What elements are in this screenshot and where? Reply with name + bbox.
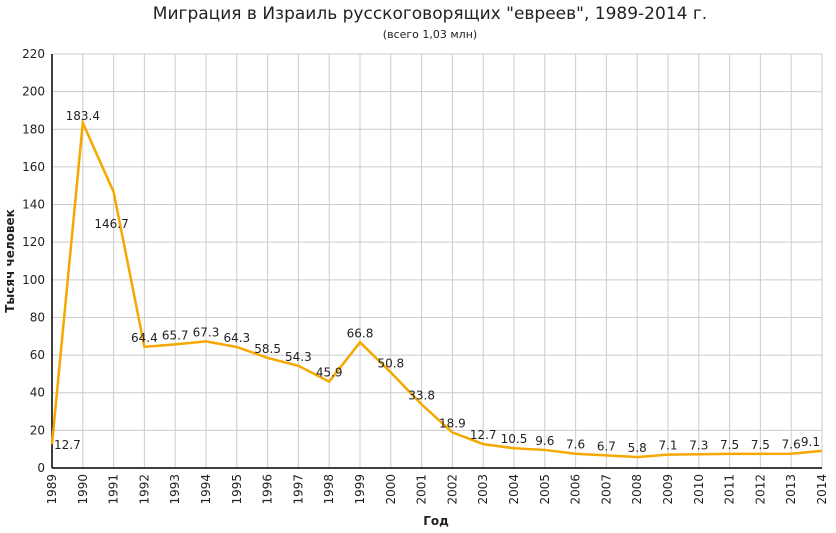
- data-label: 7.3: [689, 438, 708, 452]
- x-tick-label: 2006: [569, 474, 583, 505]
- data-label: 7.5: [720, 438, 739, 452]
- data-label: 66.8: [347, 326, 374, 340]
- y-tick-label: 0: [37, 461, 45, 475]
- data-label: 54.3: [285, 350, 312, 364]
- data-label: 7.1: [658, 439, 677, 453]
- x-tick-label: 1990: [76, 474, 90, 505]
- data-label: 7.6: [566, 438, 585, 452]
- data-label: 64.4: [131, 331, 158, 345]
- data-label: 33.8: [408, 388, 435, 402]
- x-tick-label: 1992: [137, 474, 151, 505]
- series-line: [50, 118, 823, 459]
- y-tick-label: 180: [22, 122, 45, 136]
- y-tick-label: 20: [30, 423, 45, 437]
- y-tick-label: 60: [30, 348, 45, 362]
- x-tick-label: 2014: [815, 474, 829, 505]
- data-label: 64.3: [223, 331, 250, 345]
- x-tick-label: 1997: [291, 474, 305, 505]
- x-tick-label: 1991: [107, 474, 121, 505]
- x-tick-label: 2009: [661, 474, 675, 505]
- y-tick-label: 200: [22, 85, 45, 99]
- data-label: 18.9: [439, 416, 466, 430]
- x-tick-label: 2001: [415, 474, 429, 505]
- chart-title: Миграция в Израиль русскоговорящих "евре…: [153, 4, 707, 24]
- x-tick-label: 2007: [599, 474, 613, 505]
- y-axis-label: Тысяч человек: [3, 209, 17, 313]
- x-tick-label: 1999: [353, 474, 367, 505]
- x-tick-label: 2000: [384, 474, 398, 505]
- x-axis-label: Год: [423, 514, 449, 528]
- x-tick-label: 2013: [784, 474, 798, 505]
- data-label: 10.5: [501, 432, 528, 446]
- data-label: 50.8: [377, 356, 404, 370]
- x-tick-label: 2008: [630, 474, 644, 505]
- x-tick-label: 1996: [261, 474, 275, 505]
- data-label: 67.3: [193, 325, 220, 339]
- data-label: 6.7: [597, 439, 616, 453]
- data-label: 9.6: [535, 434, 554, 448]
- chart-subtitle: (всего 1,03 млн): [383, 28, 477, 41]
- x-tick-label: 2012: [753, 474, 767, 505]
- x-tick-label: 2002: [445, 474, 459, 505]
- data-label: 5.8: [628, 441, 647, 455]
- y-tick-label: 140: [22, 198, 45, 212]
- data-label: 7.5: [751, 438, 770, 452]
- data-label: 12.7: [54, 438, 81, 452]
- x-tick-label: 2010: [692, 474, 706, 505]
- y-tick-label: 100: [22, 273, 45, 287]
- x-tick-label: 2005: [538, 474, 552, 505]
- data-label: 146.7: [94, 217, 128, 231]
- x-tick-label: 2003: [476, 474, 490, 505]
- y-tick-label: 160: [22, 160, 45, 174]
- x-tick-label: 1989: [45, 474, 59, 505]
- data-label: 183.4: [66, 109, 100, 123]
- data-label: 58.5: [254, 342, 281, 356]
- x-tick-label: 2004: [507, 474, 521, 505]
- y-tick-label: 40: [30, 386, 45, 400]
- y-tick-label: 220: [22, 47, 45, 61]
- x-tick-label: 1995: [230, 474, 244, 505]
- data-label: 65.7: [162, 328, 189, 342]
- data-label: 12.7: [470, 428, 497, 442]
- x-tick-label: 1994: [199, 474, 213, 505]
- x-tick-label: 2011: [723, 474, 737, 505]
- x-tick-label: 1993: [168, 474, 182, 505]
- data-label: 7.6: [782, 438, 801, 452]
- y-tick-label: 120: [22, 235, 45, 249]
- data-label: 9.1: [801, 435, 820, 449]
- y-tick-label: 80: [30, 310, 45, 324]
- x-tick-label: 1998: [322, 474, 336, 505]
- data-label: 45.9: [316, 366, 343, 380]
